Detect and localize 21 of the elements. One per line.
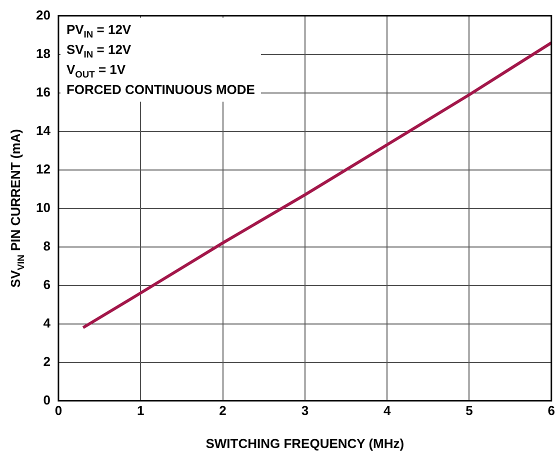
x-tick-label: 1 (136, 403, 144, 418)
x-tick-label: 4 (383, 403, 392, 418)
x-tick-label: 2 (219, 403, 226, 418)
x-tick-label: 6 (548, 403, 555, 418)
y-axis-title: SVVIN PIN CURRENT (mA) (8, 129, 26, 288)
x-tick-label: 0 (54, 403, 62, 418)
y-tick-label: 4 (43, 315, 52, 330)
y-tick-label: 10 (36, 200, 50, 215)
x-tick-label: 3 (301, 403, 309, 418)
y-tick-label: 20 (36, 7, 50, 22)
x-tick-label: 5 (466, 403, 473, 418)
annotation: FORCED CONTINUOUS MODE (66, 82, 256, 97)
x-axis-title: SWITCHING FREQUENCY (MHz) (206, 436, 404, 451)
y-tick-label: 8 (43, 238, 50, 254)
y-tick-label: 18 (36, 46, 50, 61)
y-tick-label: 12 (36, 161, 50, 176)
y-tick-label: 16 (36, 84, 50, 100)
y-tick-label: 6 (43, 276, 50, 292)
y-tick-label: 0 (43, 392, 50, 408)
y-tick-label: 2 (43, 354, 50, 369)
y-tick-label: 14 (36, 122, 52, 138)
